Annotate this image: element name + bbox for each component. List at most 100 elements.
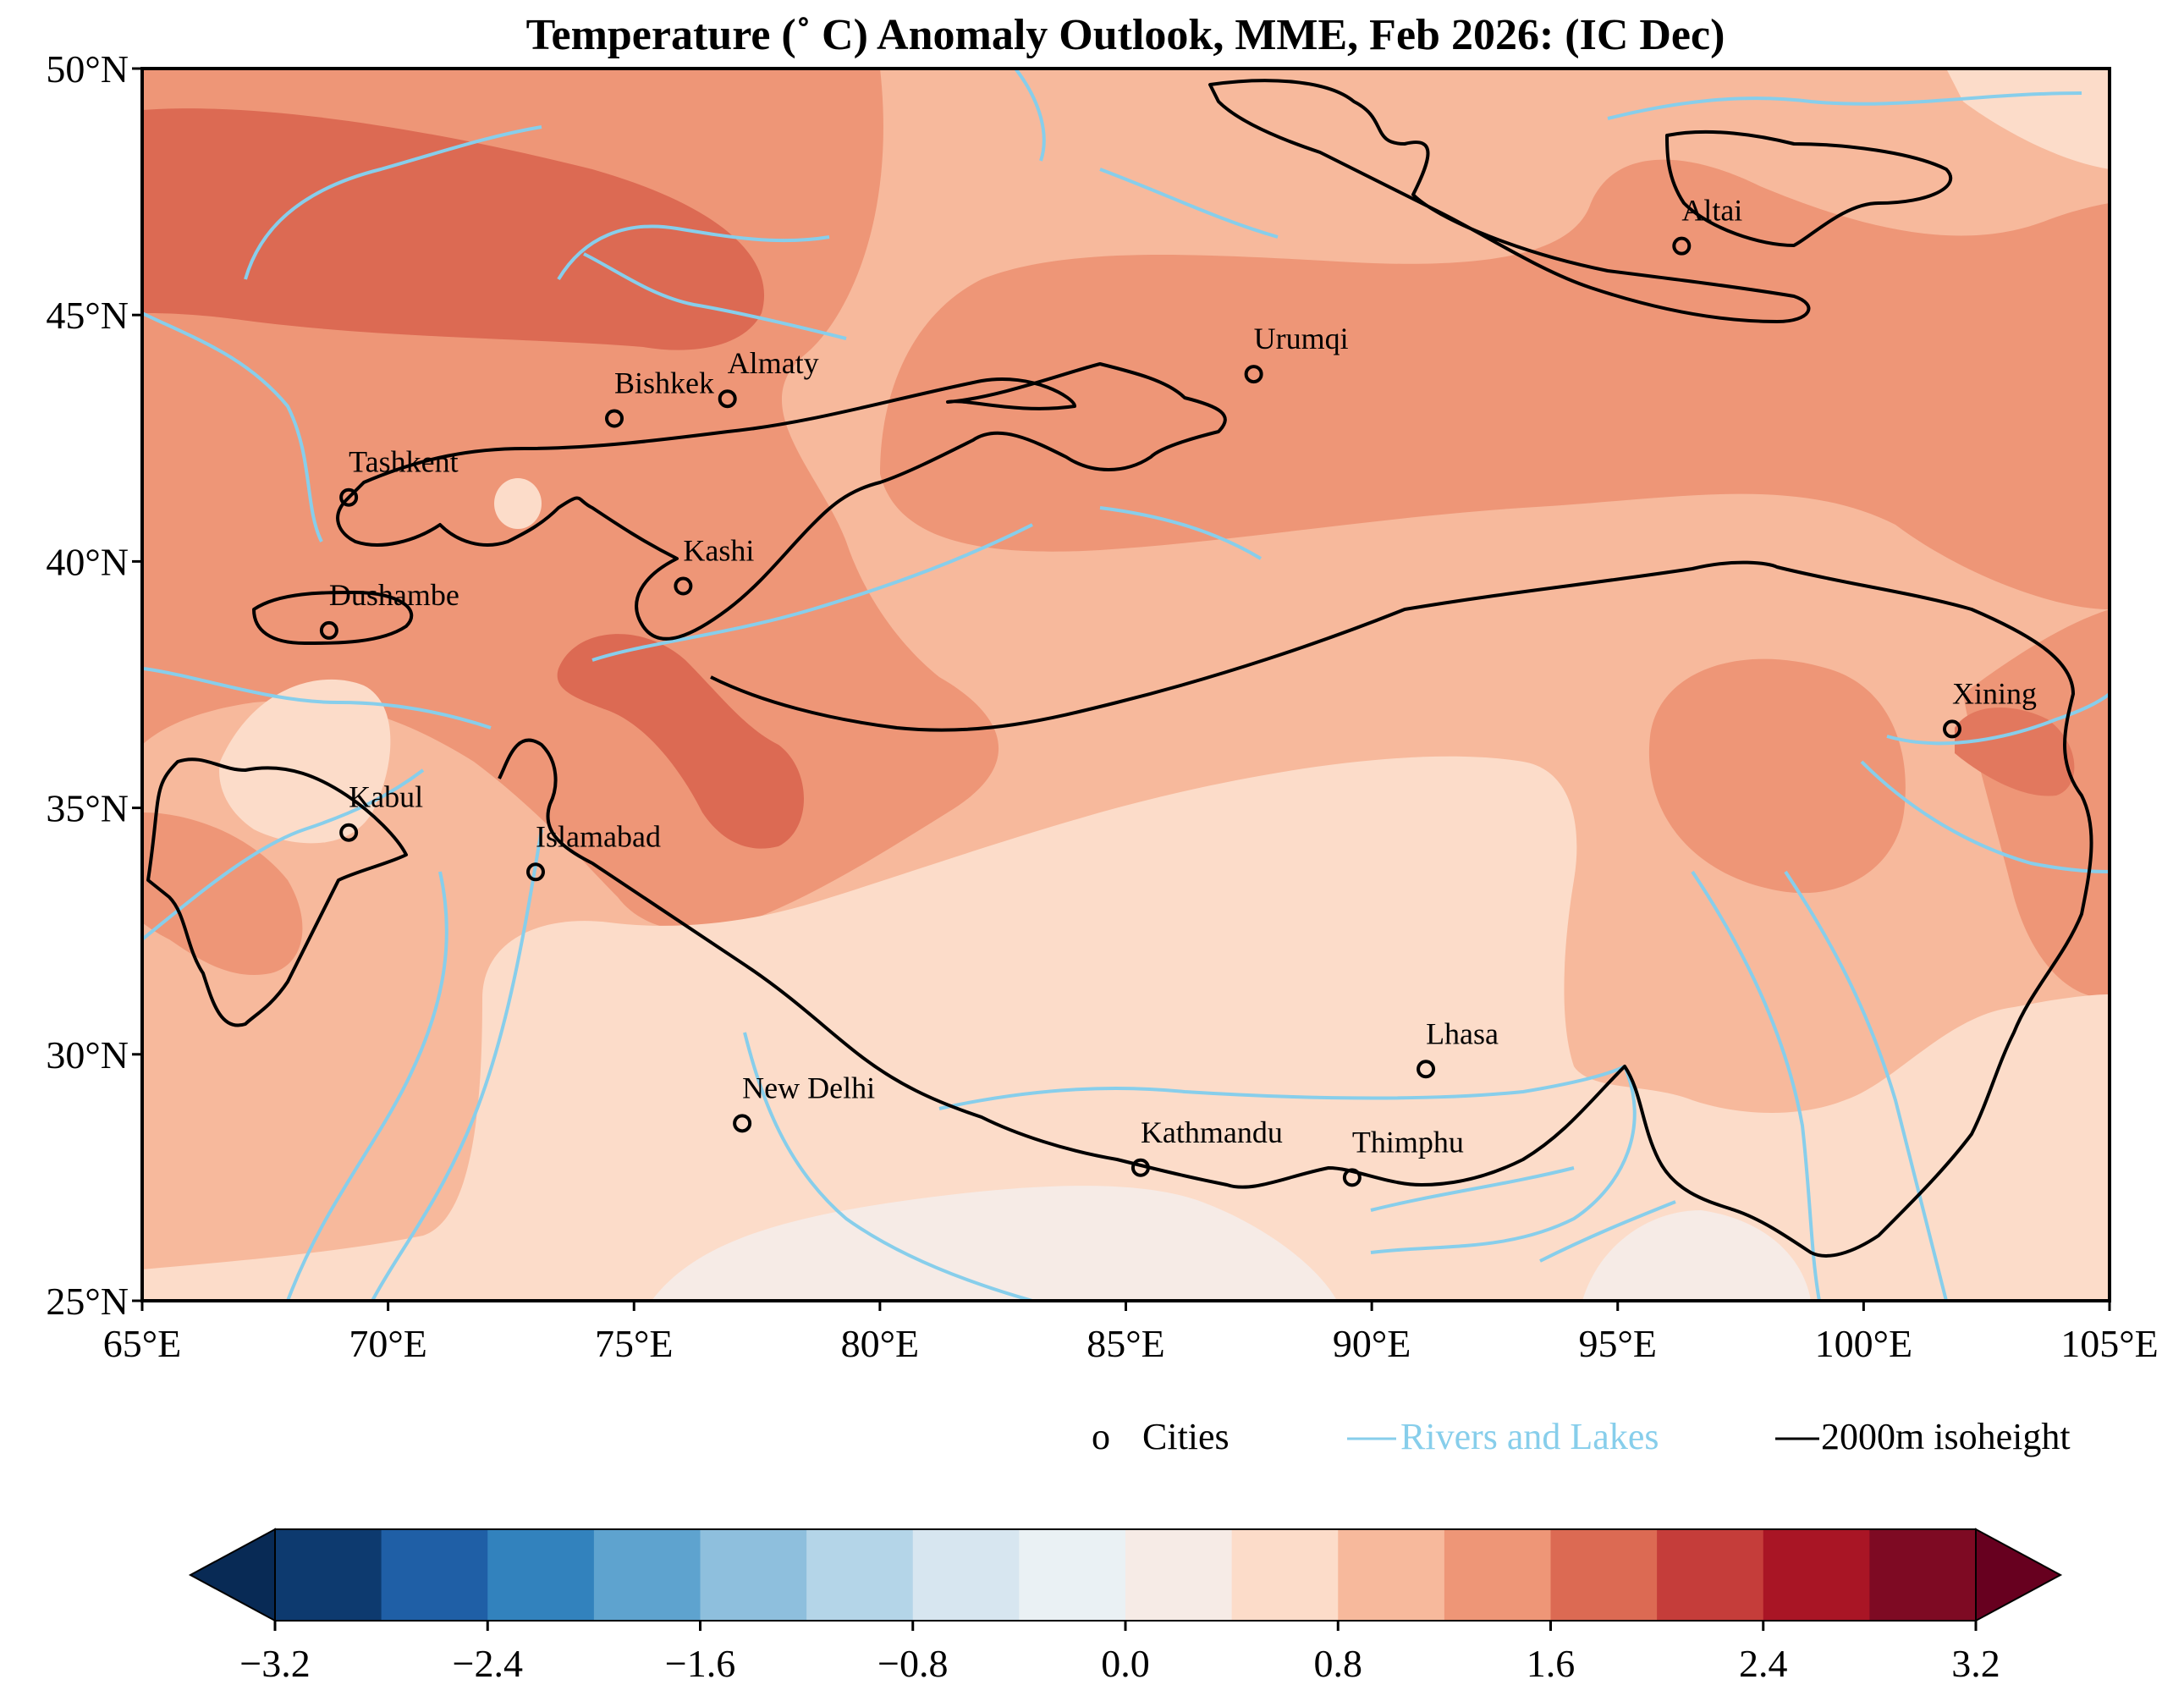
x-tick-label: 100°E	[1815, 1322, 1913, 1365]
city-kashi: Kashi	[674, 534, 754, 596]
city-thimphu: Thimphu	[1342, 1125, 1464, 1187]
anomaly-band-1.2-1.6	[142, 812, 303, 975]
city-marker	[339, 487, 359, 507]
map-title: Temperature (˚ C) Anomaly Outlook, MME, …	[526, 11, 1725, 59]
city-lhasa: Lhasa	[1417, 1016, 1499, 1079]
isoheight-line	[336, 362, 1227, 641]
y-tick-label: 30°N	[46, 1033, 129, 1077]
river-line	[583, 252, 847, 340]
colorbar-segment	[912, 1529, 1020, 1621]
city-label: Almaty	[728, 346, 819, 380]
colorbar-tick-label: −0.8	[877, 1642, 948, 1685]
x-tick-label: 75°E	[595, 1322, 674, 1365]
city-label: Altai	[1681, 194, 1742, 228]
y-tick-label: 45°N	[46, 294, 129, 337]
anomaly-band-1.6-2.0	[142, 108, 765, 350]
anomaly-band-0.4-0.8	[494, 478, 542, 529]
city-altai: Altai	[1672, 194, 1742, 256]
colorbar-segment	[1019, 1529, 1126, 1621]
colorbar-segment	[1338, 1529, 1445, 1621]
city-marker	[339, 823, 359, 842]
plot-area: Altai Urumqi Almaty Bishkek Tashkent Kashi Dus…	[142, 69, 2110, 1301]
river-line	[591, 523, 1033, 662]
colorbar-tick-label: 0.0	[1101, 1642, 1150, 1685]
city-label: Kathmandu	[1141, 1115, 1283, 1149]
anomaly-band-0.4-0.8	[219, 679, 391, 844]
river-line	[143, 667, 492, 730]
isoheight-2000m	[146, 79, 2093, 1258]
anomaly-band-1.2-1.6	[1963, 609, 2110, 999]
isoheight-line	[1208, 79, 1811, 323]
colorbar-segment	[275, 1529, 382, 1621]
river-line	[1099, 506, 1263, 560]
city-marker	[1244, 365, 1263, 384]
anomaly-band-1.6-2.0	[1955, 708, 2075, 796]
river-line	[1691, 870, 1821, 1301]
y-tick-label: 35°N	[46, 787, 129, 830]
river-line	[244, 125, 542, 280]
colorbar-segment	[487, 1529, 595, 1621]
river-line	[557, 224, 830, 281]
colorbar-extend-high	[1975, 1528, 2063, 1622]
city-label: Kashi	[683, 534, 754, 568]
legend-rivers-label: Rivers and Lakes	[1400, 1416, 1659, 1457]
x-tick-label: 70°E	[349, 1322, 427, 1365]
colorbar-segment	[381, 1529, 488, 1621]
anomaly-band-1.6-2.0	[557, 634, 804, 849]
city-tashkent: Tashkent	[339, 445, 459, 507]
x-tick-label: 90°E	[1333, 1322, 1411, 1365]
colorbar-tick-label: −1.6	[665, 1642, 735, 1685]
colorbar-segment	[806, 1529, 914, 1621]
city-label: Islamabad	[536, 819, 661, 853]
isoheight-line	[252, 591, 414, 645]
x-tick-label: 95°E	[1579, 1322, 1658, 1365]
river-line	[1370, 1166, 1575, 1212]
city-marker	[319, 620, 338, 640]
colorbar-extend-low	[188, 1528, 276, 1622]
anomaly-band-1.2-1.6	[1648, 658, 1906, 894]
city-label: Lhasa	[1426, 1016, 1499, 1050]
isoheight-line	[498, 560, 2093, 1258]
river-line	[743, 1032, 1033, 1301]
colorbar-tick-label: 3.2	[1951, 1642, 2000, 1685]
river-line	[1014, 69, 1046, 162]
city-marker	[718, 389, 737, 409]
x-tick-label: 85°E	[1086, 1322, 1165, 1365]
y-tick-label: 50°N	[46, 47, 129, 91]
river-line	[1539, 1200, 1676, 1263]
colorbar-segment	[593, 1529, 701, 1621]
city-new-delhi: New Delhi	[733, 1071, 875, 1133]
anomaly-band-0.4-0.8	[142, 756, 2110, 1301]
river-line	[142, 768, 425, 941]
city-label: Urumqi	[1254, 322, 1349, 355]
isoheight-line	[1665, 129, 1953, 247]
colorbar-segment	[1763, 1529, 1870, 1621]
colorbar: −3.2 −2.4 −1.6 −0.8 0.0 0.8 1.6 2.4 3.2	[188, 1528, 2063, 1685]
legend-cities-marker: o	[1092, 1416, 1110, 1457]
colorbar-segment	[1231, 1529, 1339, 1621]
city-label: Tashkent	[349, 445, 458, 479]
river-line	[1607, 91, 2082, 120]
river-line	[1886, 692, 2110, 746]
city-label: Xining	[1952, 676, 2037, 710]
anomaly-band-0.0-0.4	[1582, 1210, 1811, 1301]
city-marker	[674, 576, 693, 596]
colorbar-segment	[700, 1529, 807, 1621]
legend-cities-label: Cities	[1142, 1416, 1230, 1457]
y-tick-label: 25°N	[46, 1280, 129, 1323]
river-line	[1370, 1065, 1637, 1254]
city-marker	[1672, 236, 1692, 256]
city-marker	[1342, 1168, 1362, 1187]
river-line	[938, 1065, 1626, 1110]
city-marker	[605, 409, 624, 428]
city-islamabad: Islamabad	[526, 819, 661, 882]
legend: o Cities Rivers and Lakes 2000m isoheigh…	[1092, 1416, 2071, 1457]
city-bishkek: Bishkek	[605, 366, 714, 428]
city-dushambe: Dushambe	[319, 578, 459, 640]
colorbar-segment	[1550, 1529, 1658, 1621]
colorbar-segment	[1125, 1529, 1233, 1621]
x-tick-label: 65°E	[103, 1322, 182, 1365]
x-tick-label: 80°E	[841, 1322, 920, 1365]
colorbar-tick-label: −3.2	[239, 1642, 310, 1685]
